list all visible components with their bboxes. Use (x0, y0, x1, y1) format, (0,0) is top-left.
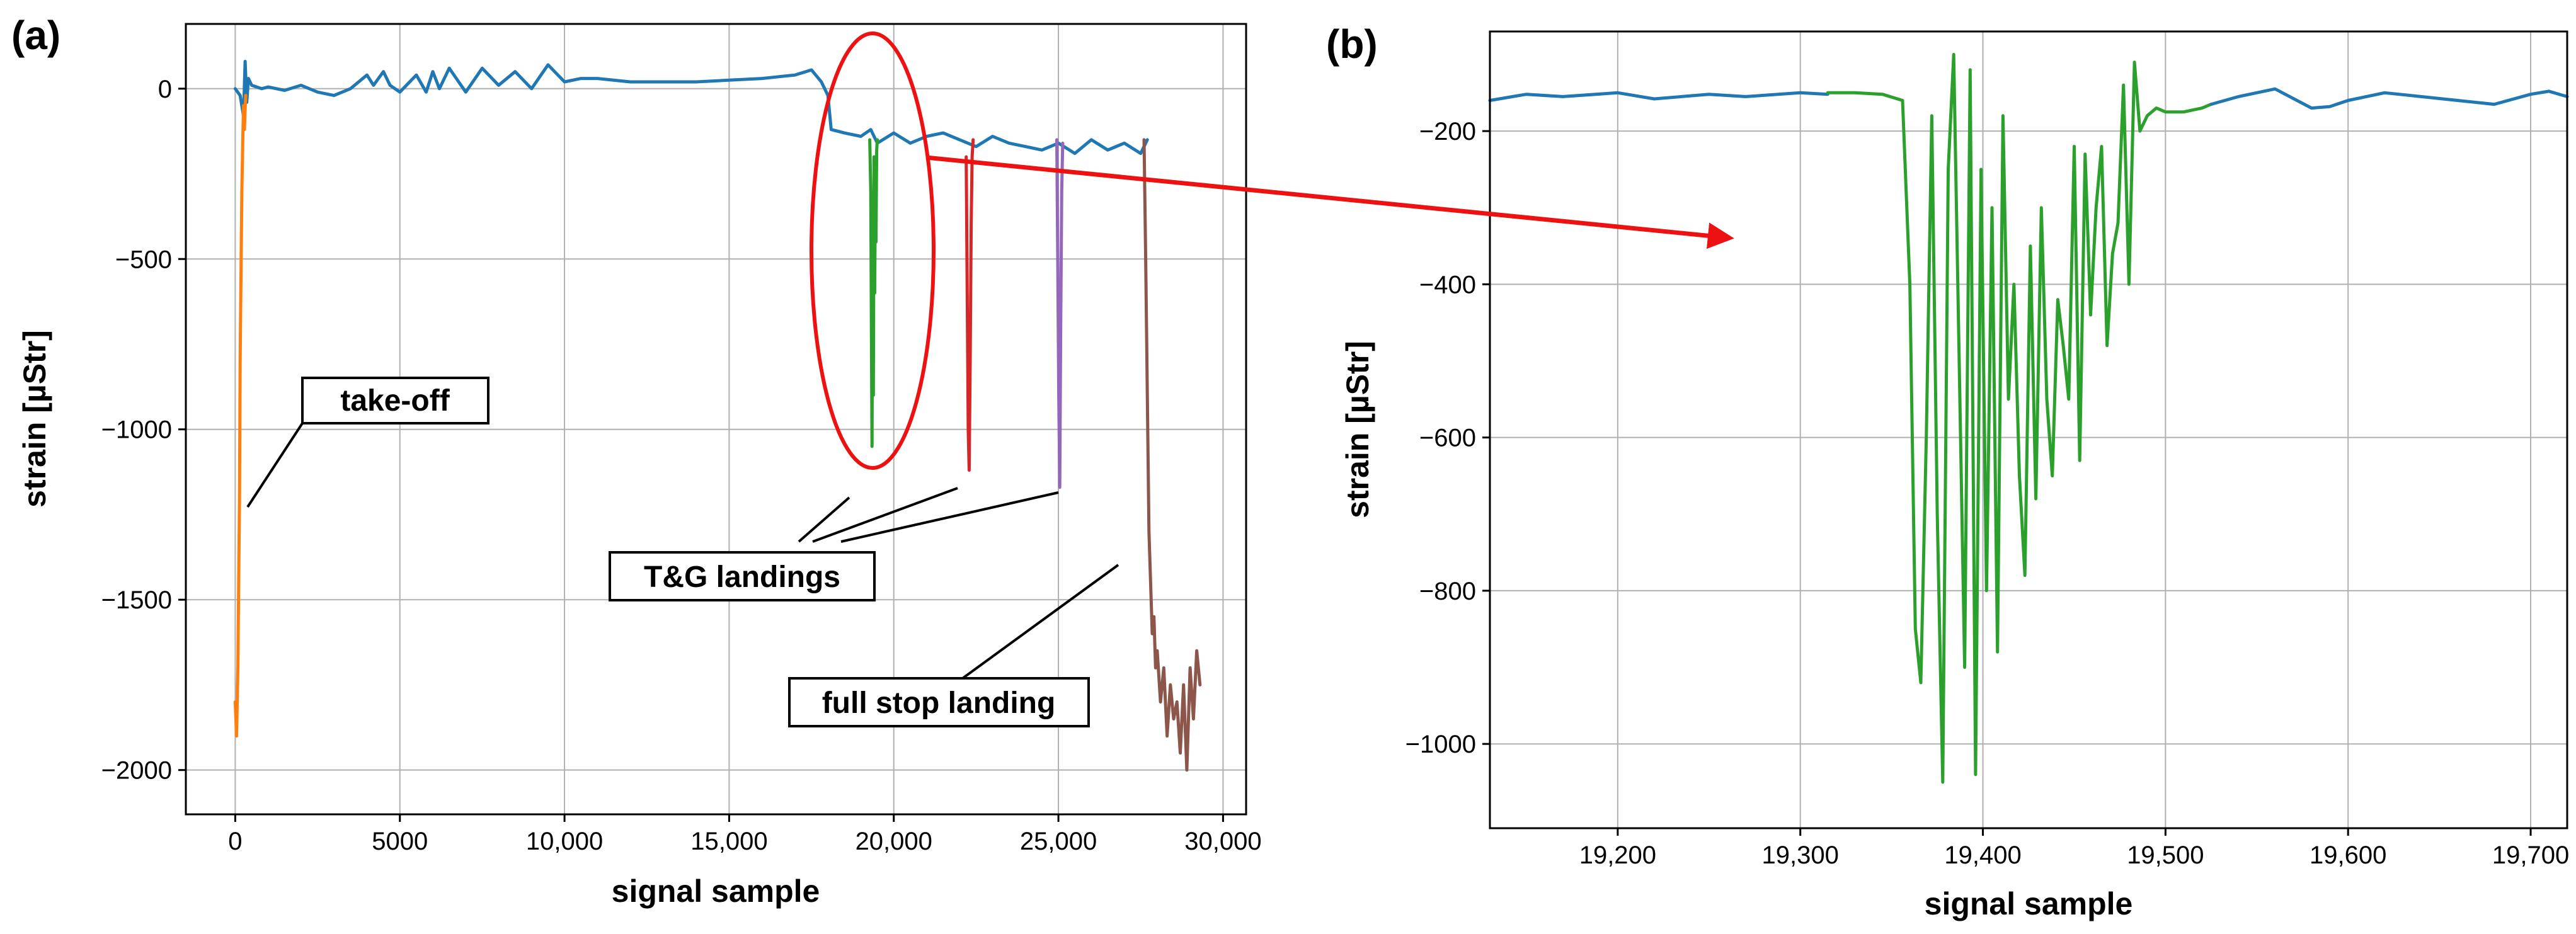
panel-b-x-tick-label: 19,200 (1579, 841, 1656, 869)
panel-a-series-baseline (233, 60, 1149, 156)
panel-b-y-tick-label: −400 (1419, 271, 1476, 299)
annotation-full-stop-text: full stop landing (822, 686, 1056, 720)
annotation-tg-landings-box (609, 551, 876, 601)
panel-a-frame (185, 23, 1247, 816)
panel-a-series (233, 60, 1202, 772)
panel-b-ticks: 19,200 19,300 19,400 19,500 19,600 19,700 −200… (1405, 118, 2570, 869)
panel-b-y-tick-label: −1000 (1405, 731, 1476, 758)
panel-a-x-axis-label: signal sample (612, 874, 820, 909)
panel-b-x-axis-label: signal sample (1925, 886, 2133, 921)
panel-b-series (1488, 53, 2569, 784)
annotation-tg-landings-text: T&G landings (644, 561, 840, 594)
annotation-take-off-box (301, 377, 489, 424)
panel-a-y-tick-label: −1000 (101, 416, 172, 444)
panel-a-ticks: 0 5000 10,000 15,000 20,000 25,000 30,000 0 −500… (101, 76, 1262, 855)
panel-a-x-tick-label: 0 (228, 828, 242, 855)
panel-b-y-axis-label: strain [µStr] (1340, 341, 1375, 518)
panel-a-x-tick-label: 30,000 (1184, 828, 1261, 855)
panel-b-x-tick-label: 19,700 (2492, 841, 2569, 869)
panel-a-x-tick-label: 20,000 (856, 828, 932, 855)
panel-b: (b) 19,200 19,300 19,400 19,500 19,600 19,700… (1326, 21, 2569, 921)
annotation-tg-leader-3 (840, 491, 1059, 543)
panel-a-series-take-off (233, 94, 248, 738)
annotation-tg-leader-2 (812, 487, 958, 543)
panel-b-series-baseline (1488, 91, 1829, 102)
panel-a-y-tick-label: −500 (115, 246, 172, 273)
panel-a-series-full-stop-landing (1142, 138, 1202, 772)
zoom-highlight-ellipse (810, 31, 936, 470)
panel-a-x-tick-label: 25,000 (1020, 828, 1097, 855)
panel-a: (a) 0 5000 10,000 15,000 20,000 25,000 30,0000… (11, 13, 1262, 909)
panel-b-x-tick-label: 19,500 (2127, 841, 2204, 869)
annotation-full-stop-leader (961, 564, 1119, 680)
panel-a-series-t-g-landing-3 (1055, 138, 1065, 489)
panel-b-x-tick-label: 19,600 (2310, 841, 2386, 869)
panel-a-label: (a) (11, 13, 60, 58)
panel-b-y-tick-label: −200 (1419, 118, 1476, 145)
annotation-take-off-text: take-off (340, 384, 450, 418)
panel-a-y-tick-label: 0 (158, 76, 172, 103)
panel-a-x-tick-label: 10,000 (526, 828, 603, 855)
panel-a-y-axis-label: strain [µStr] (17, 330, 52, 508)
annotation-tg-leader-1 (798, 496, 850, 543)
panel-b-x-tick-label: 19,400 (1944, 841, 2021, 869)
annotation-full-stop-box (788, 677, 1090, 727)
panel-a-y-tick-label: −2000 (101, 757, 172, 785)
panel-b-y-tick-label: −800 (1419, 578, 1476, 605)
panel-b-x-tick-label: 19,300 (1762, 841, 1839, 869)
annotation-take-off-leader (246, 422, 304, 508)
panel-a-series-t-g-landing-2 (965, 138, 975, 472)
panel-a-x-tick-label: 5000 (372, 828, 428, 855)
annotation-full-stop: full stop landing (788, 564, 1119, 727)
annotation-tg-landings: T&G landings (609, 487, 1059, 601)
panel-b-series-baseline (2209, 87, 2569, 110)
panel-a-y-tick-label: −1500 (101, 586, 172, 614)
panel-b-series-landing (1826, 53, 2213, 784)
panel-a-x-tick-label: 15,000 (690, 828, 767, 855)
panel-b-label: (b) (1326, 21, 1378, 67)
panel-b-frame (1489, 30, 2568, 829)
panel-b-y-tick-label: −600 (1419, 424, 1476, 452)
panel-a-series-t-g-landing-1 (868, 138, 879, 448)
annotation-take-off: take-off (246, 377, 489, 508)
zoom-arrow (925, 155, 1734, 249)
